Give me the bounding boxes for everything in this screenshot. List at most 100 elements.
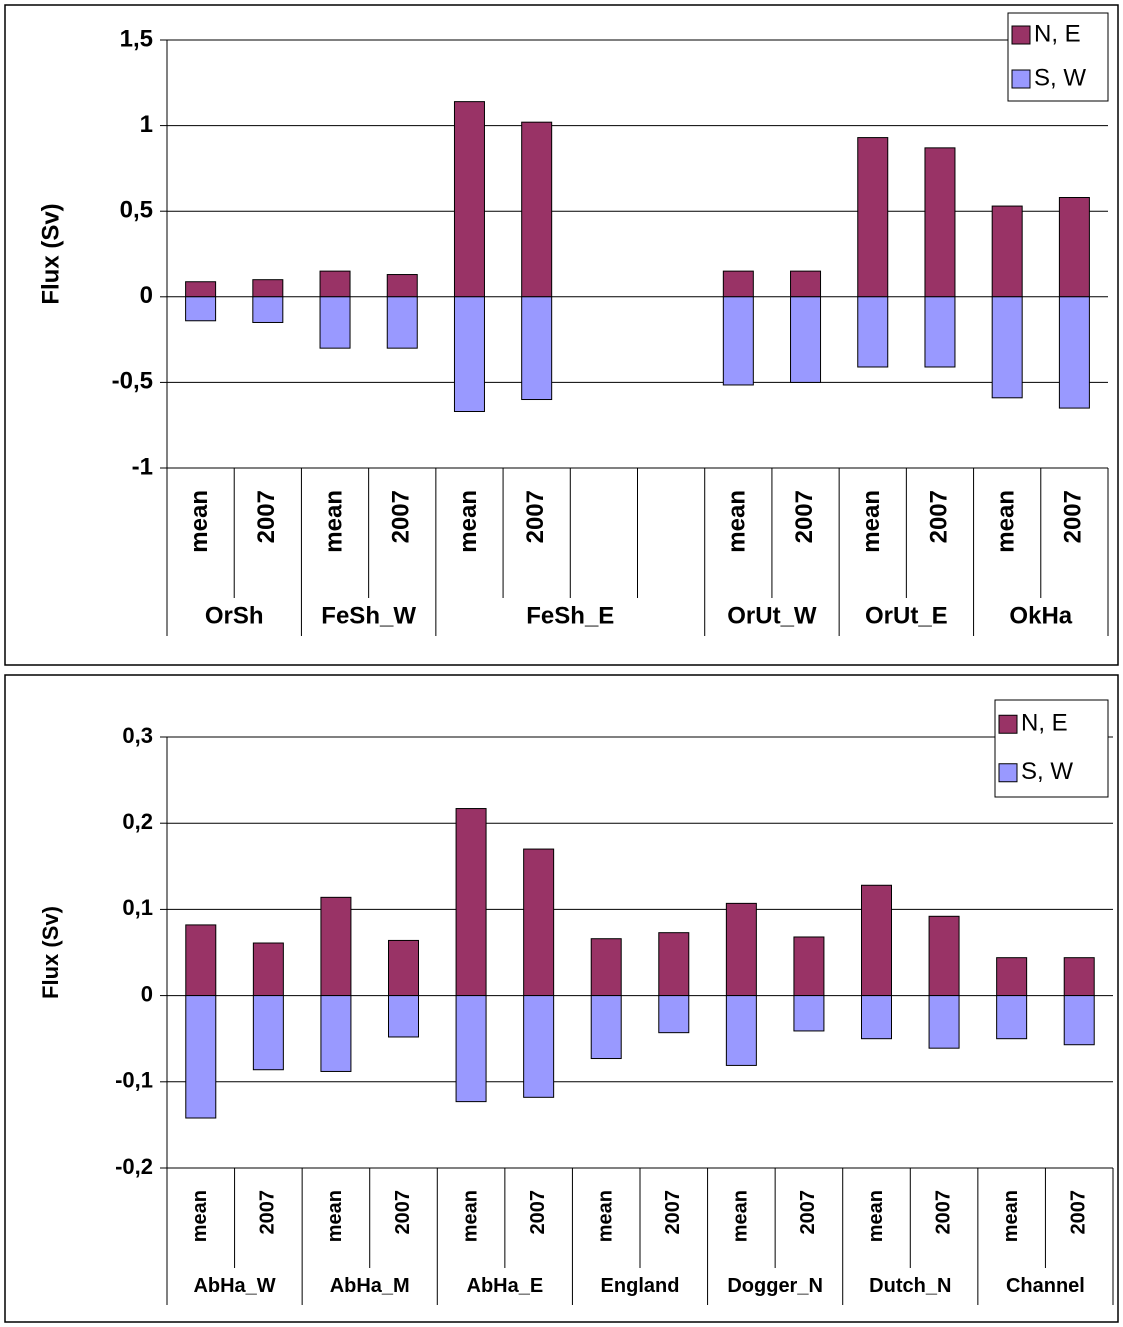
x-tick-label: 2007 xyxy=(791,490,818,543)
x-tick-label: mean xyxy=(455,490,482,553)
x-tick-label: mean xyxy=(594,1190,616,1242)
y-tick-label: 1,5 xyxy=(120,25,153,52)
y-tick-label: 0,2 xyxy=(122,809,153,834)
x-tick-label: mean xyxy=(186,490,213,553)
bar xyxy=(386,274,418,298)
bar xyxy=(861,884,892,997)
bar xyxy=(252,296,284,323)
legend-swatch xyxy=(998,714,1018,734)
x-tick-label: 2007 xyxy=(527,1190,549,1235)
x-tick-label: 2007 xyxy=(392,1190,414,1235)
bar xyxy=(252,279,284,298)
bar xyxy=(857,137,889,298)
legend-swatch xyxy=(1011,69,1031,89)
y-tick-label: -0,5 xyxy=(112,368,153,395)
x-tick-label: 2007 xyxy=(1067,1190,1089,1235)
bar xyxy=(928,995,960,1049)
legend-label: S, W xyxy=(1034,64,1086,91)
bar xyxy=(924,296,956,368)
y-tick-label: 0,1 xyxy=(122,895,153,920)
x-tick-label: mean xyxy=(858,490,885,553)
bar xyxy=(590,938,622,997)
group-label: OrUt_W xyxy=(727,602,817,629)
group-label: AbHa_M xyxy=(330,1275,410,1297)
group-label: AbHa_W xyxy=(193,1275,275,1297)
y-tick-label: -0,1 xyxy=(115,1068,153,1093)
bar xyxy=(523,848,555,997)
bar xyxy=(790,270,822,298)
group-label: OkHa xyxy=(1009,602,1072,629)
bar xyxy=(1063,995,1095,1046)
group-label: Dogger_N xyxy=(727,1275,823,1297)
x-tick-label: 2007 xyxy=(925,490,952,543)
bar xyxy=(453,101,485,298)
y-tick-label: 0,5 xyxy=(120,197,153,224)
x-tick-label: 2007 xyxy=(388,490,415,543)
bar xyxy=(455,808,487,997)
y-tick-label: -0,2 xyxy=(115,1154,153,1179)
legend-label: S, W xyxy=(1021,758,1073,785)
bar xyxy=(928,915,960,997)
bar xyxy=(725,902,757,997)
y-tick-label: 0 xyxy=(141,981,153,1006)
bar xyxy=(185,995,217,1119)
x-tick-label: mean xyxy=(320,490,347,553)
bar xyxy=(857,296,889,368)
x-tick-label: mean xyxy=(730,1190,752,1242)
x-tick-label: 2007 xyxy=(257,1190,279,1235)
bar xyxy=(861,995,892,1040)
bar xyxy=(185,281,217,298)
bar xyxy=(185,296,217,322)
bar xyxy=(521,296,553,401)
x-tick-label: 2007 xyxy=(522,490,549,543)
bar xyxy=(320,896,352,997)
bar xyxy=(1058,296,1090,409)
bar xyxy=(924,147,956,298)
x-tick-label: mean xyxy=(1000,1190,1022,1242)
bar xyxy=(793,995,825,1032)
bar xyxy=(386,296,418,349)
x-tick-label: mean xyxy=(865,1190,887,1242)
bar xyxy=(790,296,822,383)
bar xyxy=(1063,957,1095,997)
y-axis-title: Flux (Sv) xyxy=(37,203,64,304)
legend-swatch xyxy=(998,763,1018,783)
group-label: OrSh xyxy=(205,602,264,629)
bar xyxy=(319,270,351,298)
bar xyxy=(722,270,754,298)
x-tick-label: 2007 xyxy=(1060,490,1087,543)
bar xyxy=(996,995,1028,1040)
x-tick-label: 2007 xyxy=(253,490,280,543)
bar xyxy=(991,296,1023,399)
bar xyxy=(658,995,690,1034)
y-tick-label: 1 xyxy=(140,111,153,138)
group-label: AbHa_E xyxy=(467,1275,544,1297)
x-tick-label: mean xyxy=(993,490,1020,553)
bar xyxy=(252,942,284,997)
legend-label: N, E xyxy=(1034,20,1081,47)
bar xyxy=(521,121,553,298)
group-label: FeSh_E xyxy=(526,602,614,629)
bar xyxy=(991,205,1023,298)
legend-label: N, E xyxy=(1021,710,1068,737)
bar xyxy=(793,936,825,997)
bar xyxy=(722,296,754,386)
bar xyxy=(523,995,555,1098)
bar xyxy=(590,995,622,1060)
group-label: Dutch_N xyxy=(869,1275,951,1297)
y-axis-title: Flux (Sv) xyxy=(38,906,63,999)
y-tick-label: -1 xyxy=(132,453,153,480)
group-label: Channel xyxy=(1006,1275,1085,1297)
x-tick-label: mean xyxy=(324,1190,346,1242)
x-tick-label: 2007 xyxy=(797,1190,819,1235)
y-tick-label: 0 xyxy=(140,282,153,309)
group-label: FeSh_W xyxy=(321,602,416,629)
legend-swatch xyxy=(1011,25,1031,45)
bar xyxy=(319,296,351,349)
group-label: England xyxy=(601,1275,680,1297)
bar xyxy=(320,995,352,1072)
x-tick-label: 2007 xyxy=(662,1190,684,1235)
bar xyxy=(996,957,1028,997)
